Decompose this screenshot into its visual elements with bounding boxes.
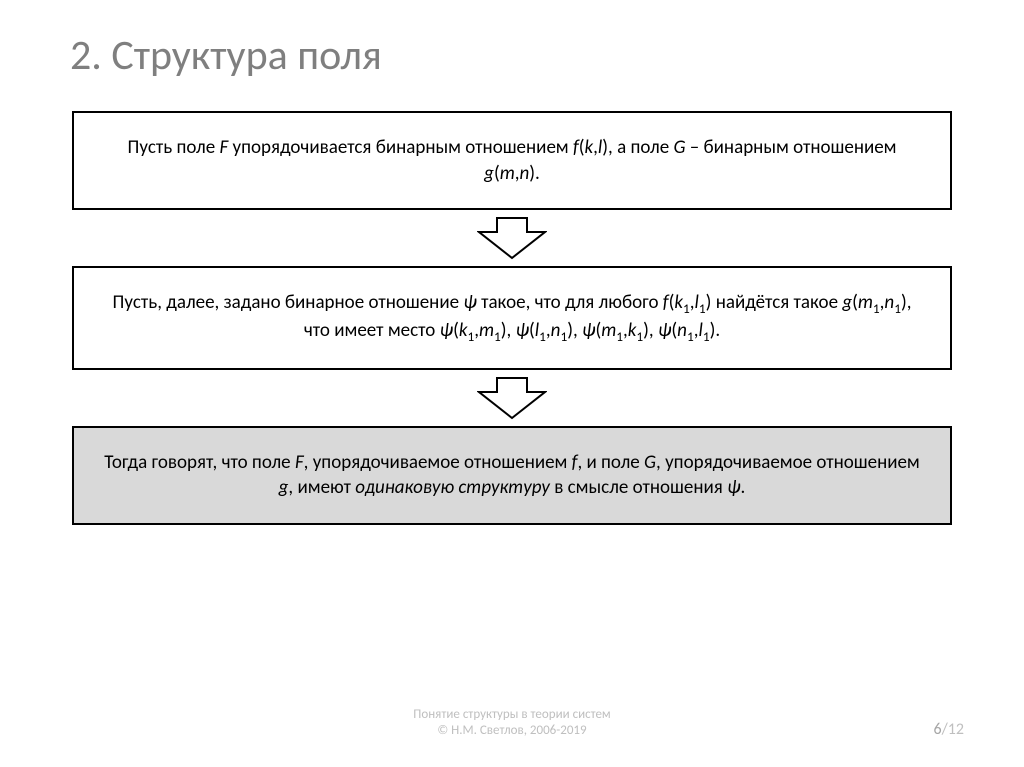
slide: 2. Структура поля Пусть поле F упорядочи…	[0, 0, 1024, 767]
footer-line-2: © Н.М. Светлов, 2006-2019	[437, 723, 586, 738]
page-current: 6	[933, 720, 941, 739]
footer-line-1: Понятие структуры в теории систем	[413, 707, 610, 722]
page-total: 12	[948, 720, 964, 739]
down-arrow-icon	[477, 216, 547, 260]
page-number: 6/12	[933, 720, 964, 739]
flow-box-3: Тогда говорят, что поле F, упорядочиваем…	[72, 426, 952, 525]
down-arrow-icon	[477, 376, 547, 420]
footer: Понятие структуры в теории систем © Н.М.…	[0, 707, 1024, 740]
flow-box-2: Пусть, далее, задано бинарное отношение …	[72, 266, 952, 369]
flow-box-1: Пусть поле F упорядочивается бинарным от…	[72, 111, 952, 210]
arrow-shape	[479, 378, 545, 418]
slide-title: 2. Структура поля	[70, 30, 964, 81]
arrow-shape	[479, 218, 545, 258]
flowchart: Пусть поле F упорядочивается бинарным от…	[60, 111, 964, 525]
